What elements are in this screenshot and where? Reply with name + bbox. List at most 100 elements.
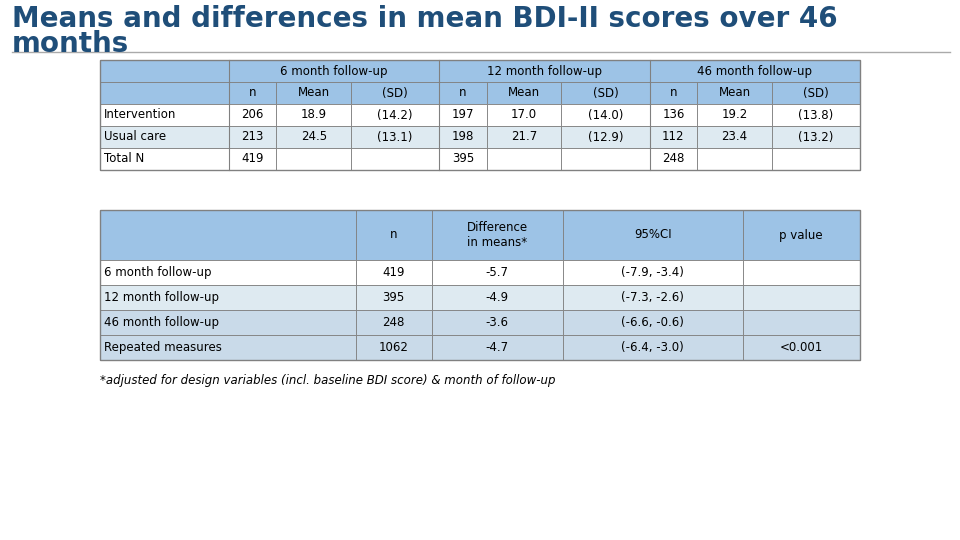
Text: 18.9: 18.9: [300, 109, 326, 122]
Text: 395: 395: [382, 291, 405, 304]
Bar: [432, 335, 563, 360]
Bar: [440, 82, 487, 104]
Text: Difference
in means*: Difference in means*: [467, 221, 528, 249]
Bar: [100, 285, 355, 310]
Bar: [100, 60, 228, 82]
Text: (-6.4, -3.0): (-6.4, -3.0): [621, 341, 684, 354]
Text: <0.001: <0.001: [780, 341, 823, 354]
Text: 95%CI: 95%CI: [634, 228, 672, 241]
Text: 419: 419: [241, 152, 264, 165]
Bar: [351, 126, 440, 148]
Bar: [276, 126, 351, 148]
Bar: [562, 126, 650, 148]
Bar: [742, 260, 860, 285]
Text: (14.0): (14.0): [588, 109, 623, 122]
Text: (13.2): (13.2): [798, 131, 833, 144]
Bar: [100, 60, 860, 170]
Bar: [355, 285, 432, 310]
Text: 46 month follow-up: 46 month follow-up: [104, 316, 219, 329]
Bar: [355, 260, 432, 285]
Text: 17.0: 17.0: [511, 109, 538, 122]
Bar: [697, 148, 772, 170]
Bar: [355, 310, 432, 335]
Bar: [742, 335, 860, 360]
Text: 419: 419: [382, 266, 405, 279]
Bar: [228, 126, 276, 148]
Text: -3.6: -3.6: [486, 316, 509, 329]
Bar: [487, 104, 562, 126]
Text: p value: p value: [780, 228, 823, 241]
Text: n: n: [249, 86, 256, 99]
Text: 21.7: 21.7: [511, 131, 538, 144]
Text: (13.8): (13.8): [799, 109, 833, 122]
Text: months: months: [12, 30, 130, 58]
Bar: [650, 82, 697, 104]
Text: 206: 206: [242, 109, 264, 122]
Text: 46 month follow-up: 46 month follow-up: [697, 64, 812, 78]
Text: -5.7: -5.7: [486, 266, 509, 279]
Text: 136: 136: [662, 109, 684, 122]
Bar: [351, 104, 440, 126]
Bar: [440, 126, 487, 148]
Bar: [650, 104, 697, 126]
Bar: [650, 60, 860, 82]
Bar: [355, 210, 432, 260]
Text: 112: 112: [662, 131, 684, 144]
Bar: [650, 126, 697, 148]
Text: 19.2: 19.2: [721, 109, 748, 122]
Bar: [351, 82, 440, 104]
Bar: [440, 104, 487, 126]
Text: -4.9: -4.9: [486, 291, 509, 304]
Bar: [432, 210, 563, 260]
Bar: [772, 148, 860, 170]
Bar: [100, 104, 228, 126]
Bar: [697, 104, 772, 126]
Text: n: n: [390, 228, 397, 241]
Text: (12.9): (12.9): [588, 131, 623, 144]
Bar: [228, 82, 276, 104]
Text: (-7.3, -2.6): (-7.3, -2.6): [621, 291, 684, 304]
Bar: [563, 260, 742, 285]
Text: Mean: Mean: [718, 86, 751, 99]
Bar: [650, 148, 697, 170]
Bar: [562, 148, 650, 170]
Bar: [563, 310, 742, 335]
Text: Total N: Total N: [104, 152, 144, 165]
Bar: [562, 82, 650, 104]
Bar: [100, 260, 355, 285]
Text: Mean: Mean: [298, 86, 330, 99]
Text: (-6.6, -0.6): (-6.6, -0.6): [621, 316, 684, 329]
Text: n: n: [459, 86, 467, 99]
Bar: [772, 82, 860, 104]
Text: -4.7: -4.7: [486, 341, 509, 354]
Bar: [100, 148, 228, 170]
Text: 198: 198: [452, 131, 474, 144]
Bar: [742, 210, 860, 260]
Bar: [697, 126, 772, 148]
Text: 197: 197: [452, 109, 474, 122]
Bar: [100, 82, 228, 104]
Bar: [100, 126, 228, 148]
Bar: [276, 148, 351, 170]
Bar: [772, 104, 860, 126]
Bar: [432, 260, 563, 285]
Text: *adjusted for design variables (incl. baseline BDI score) & month of follow-up: *adjusted for design variables (incl. ba…: [100, 374, 556, 387]
Bar: [432, 285, 563, 310]
Bar: [742, 285, 860, 310]
Bar: [487, 82, 562, 104]
Text: Usual care: Usual care: [104, 131, 166, 144]
Bar: [276, 82, 351, 104]
Bar: [772, 126, 860, 148]
Text: 24.5: 24.5: [300, 131, 326, 144]
Bar: [228, 104, 276, 126]
Bar: [100, 210, 860, 360]
Text: (14.2): (14.2): [377, 109, 413, 122]
Bar: [228, 148, 276, 170]
Bar: [697, 82, 772, 104]
Bar: [440, 60, 650, 82]
Text: 248: 248: [382, 316, 405, 329]
Bar: [563, 285, 742, 310]
Bar: [487, 126, 562, 148]
Text: (13.1): (13.1): [377, 131, 413, 144]
Text: 1062: 1062: [378, 341, 409, 354]
